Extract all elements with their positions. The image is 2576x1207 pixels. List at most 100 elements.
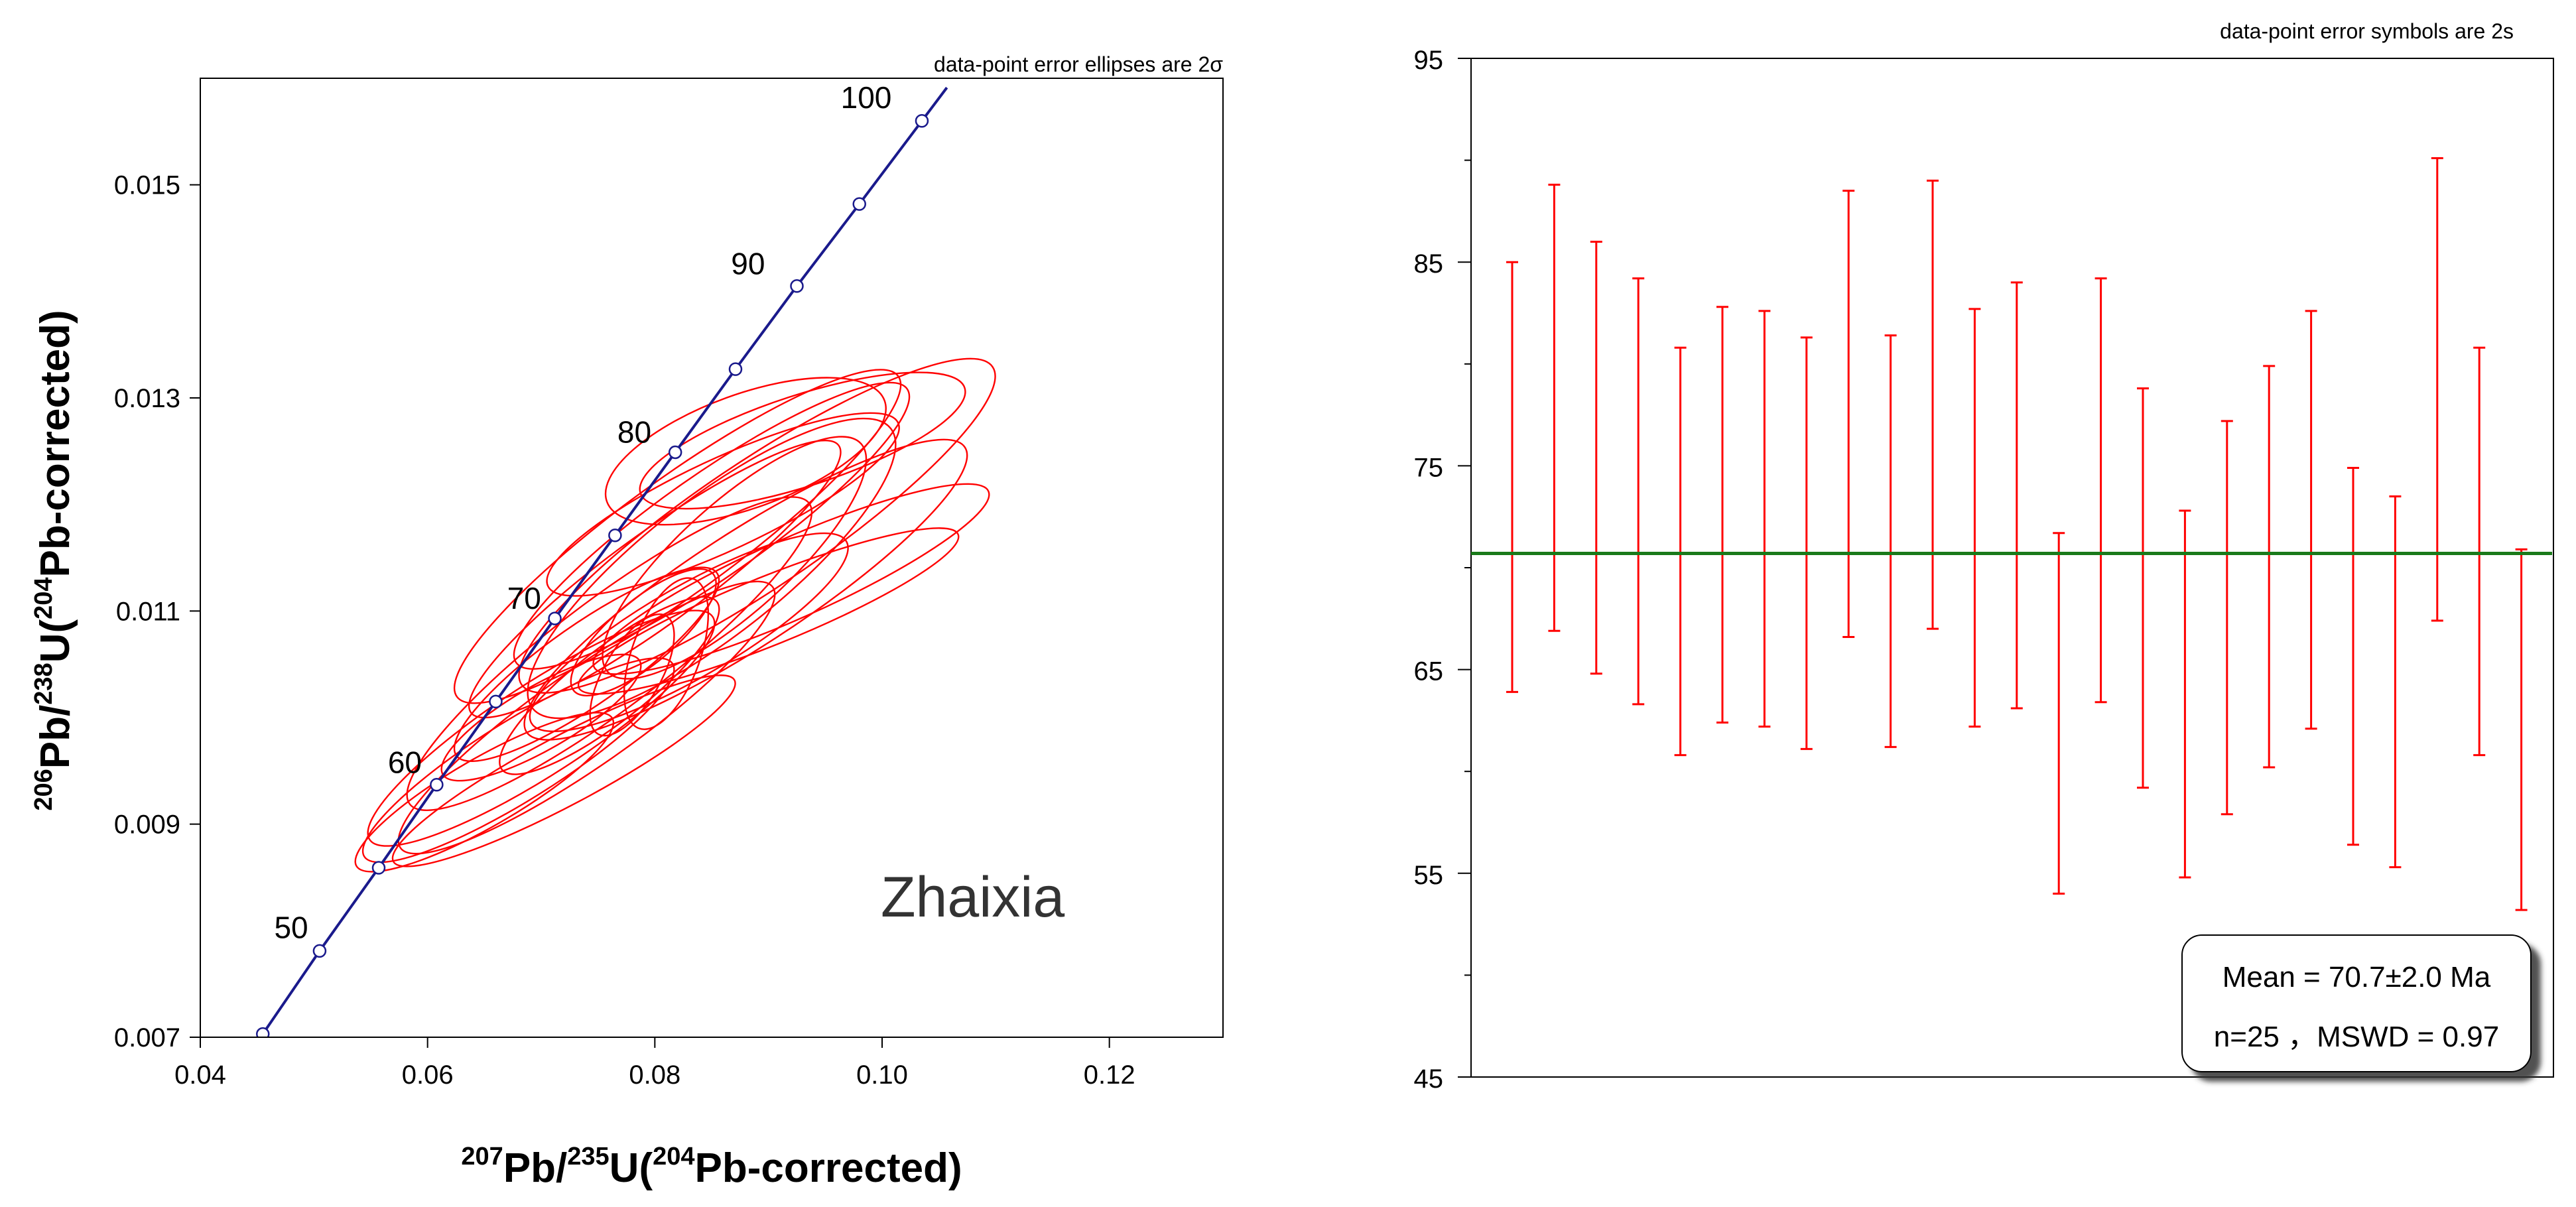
error-bar [2094,277,2107,704]
error-bar [1506,261,1518,693]
concordia-plot-frame [200,78,1224,1038]
error-ellipses [354,357,996,873]
y-tick-label: 0.009 [114,810,180,840]
concordia-age-labels: 50 60 70 80 90 100 [274,80,891,945]
age-error-bars [1506,157,2528,911]
concordia-line [259,86,948,1037]
error-ellipse [468,440,842,719]
concordia-age-marker [312,944,327,958]
error-ellipse [639,371,966,510]
concordia-age-label: 60 [388,745,422,780]
concordia-age-marker [548,611,562,625]
concordia-x-axis-label: 207Pb/235U(204Pb-corrected) [461,1143,962,1191]
error-ellipse [499,596,720,775]
error-ellipse [453,369,902,704]
concordia-age-label: 50 [274,911,308,945]
error-ellipse [602,436,868,680]
stats-mean-text: Mean = 70.7±2.0 Ma [2222,961,2491,993]
error-bar [2431,157,2443,622]
y-tick-label: 0.015 [114,171,180,200]
error-ellipse [577,527,960,695]
error-ellipse [529,532,849,733]
error-bar [2179,509,2191,879]
error-bar [2263,365,2276,769]
error-bar [1716,306,1728,724]
error-ellipse [397,580,776,855]
concordia-age-marker [915,114,929,128]
stats-box-frame [2181,934,2532,1072]
x-tick-label: 0.08 [629,1060,680,1090]
concordia-age-marker [852,197,866,211]
error-bar [2221,420,2233,816]
error-bar [1632,277,1645,706]
error-bar [1590,240,1602,675]
concordia-age-label: 80 [617,414,651,449]
y-tick-label: 75 [1414,453,1444,482]
concordia-age-label: 70 [507,581,541,615]
concordia-age-marker [489,694,503,709]
y-tick-label: 0.007 [114,1023,180,1052]
weighted-mean-chart: 45 55 65 75 85 95 data-point error symbols ar… [1414,19,2554,1094]
concordia-age-marker [608,529,622,542]
y-tick-label: 55 [1414,861,1444,890]
error-bar [1548,183,1561,632]
stats-n-mswd-text: n=25 ，MSWD = 0.97 [2214,1021,2499,1053]
error-ellipse [546,412,900,597]
error-bar [2347,466,2359,846]
concordia-age-marker [371,861,386,875]
error-ellipse [513,381,911,670]
error-ellipse [592,483,990,675]
sample-label: Zhaixia [881,865,1064,929]
concordia-age-label: 100 [841,80,892,115]
error-ellipse [440,653,642,782]
concordia-age-marker [668,445,682,460]
error-bar [2137,387,2149,789]
error-bar [2389,495,2402,869]
y-tick-label: 0.011 [116,597,180,626]
concordia-chart: 0.04 0.06 0.08 0.10 0.12 0.007 0.009 0.011 0.01… [30,52,1224,1191]
y-tick-label: 95 [1414,46,1444,75]
concordia-note: data-point error ellipses are 2σ [934,52,1223,76]
error-bar [2515,548,2528,911]
weighted-mean-y-ticks: 45 55 65 75 85 95 [1414,46,1471,1094]
error-ellipse [623,577,710,730]
error-ellipse [589,613,675,737]
y-tick-label: 85 [1414,249,1444,279]
weighted-mean-note: data-point error symbols are 2s [2220,19,2514,43]
stats-box: Mean = 70.7±2.0 Ma n=25 ，MSWD = 0.97 [2181,934,2532,1072]
error-bar [1674,346,1687,757]
error-bar [2473,346,2486,757]
x-tick-label: 0.04 [174,1060,226,1090]
error-bar [1800,336,1813,750]
concordia-age-label: 90 [731,247,765,281]
concordia-curve [255,86,948,1037]
error-bar [2010,281,2023,710]
error-bar [2305,310,2317,730]
concordia-age-marker [728,362,743,376]
error-bar [2053,532,2065,895]
error-ellipse [527,417,897,720]
error-bar [1884,334,1897,748]
y-tick-label: 0.013 [114,384,180,413]
x-tick-label: 0.12 [1084,1060,1135,1090]
x-tick-label: 0.10 [856,1060,908,1090]
error-ellipse [570,568,717,697]
error-ellipse [367,609,716,847]
concordia-age-marker [790,279,804,293]
y-tick-label: 65 [1414,657,1444,686]
y-tick-label: 45 [1414,1064,1444,1094]
concordia-x-ticks: 0.04 0.06 0.08 0.10 0.12 [174,1037,1135,1090]
error-bar [1758,310,1771,728]
error-ellipse [391,674,736,867]
weighted-mean-plot-frame [1470,58,2554,1078]
error-bar [1968,308,1981,728]
concordia-y-ticks: 0.007 0.009 0.011 0.013 0.015 [114,171,200,1052]
concordia-y-axis-label: 206Pb/238U(204Pb-corrected) [30,310,78,810]
error-bar [1842,190,1855,638]
x-tick-label: 0.06 [402,1060,454,1090]
error-ellipse [604,377,887,526]
concordia-age-marker [255,1027,270,1037]
concordia-age-marker [430,777,444,792]
error-bar [1927,179,1939,630]
